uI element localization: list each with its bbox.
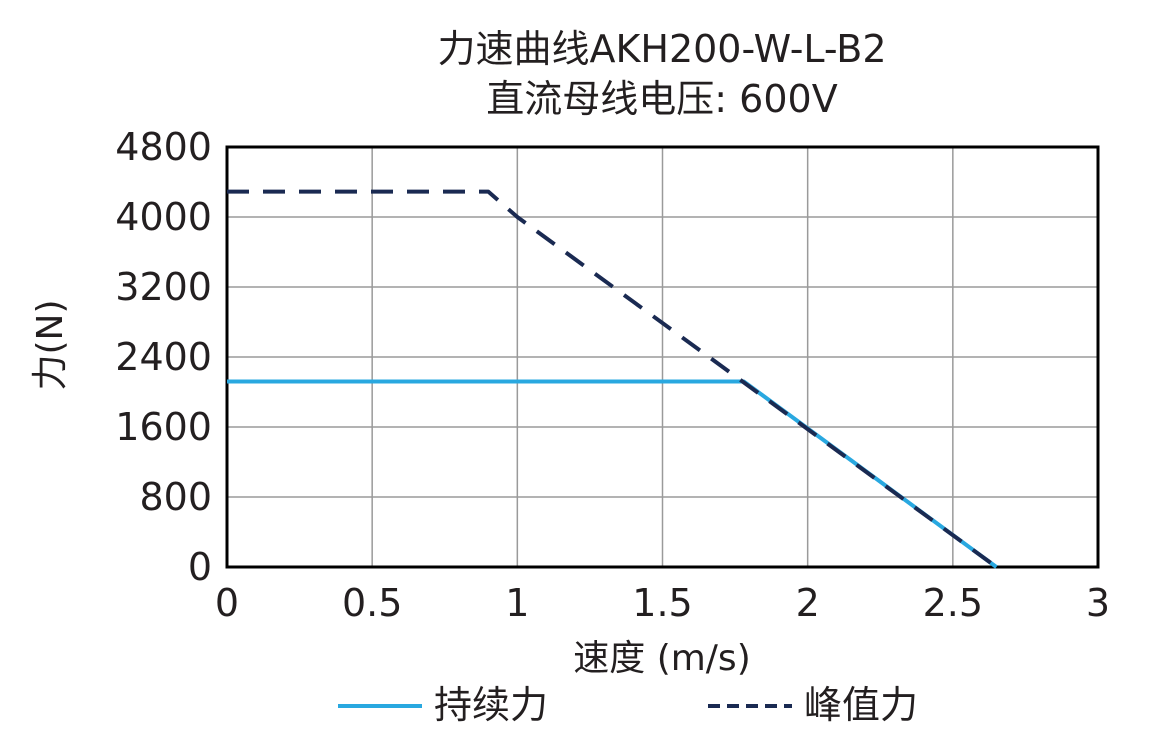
x-tick-label: 2.5 <box>923 581 983 625</box>
series-line-continuous-force <box>227 379 998 569</box>
y-tick-label: 1600 <box>115 405 212 449</box>
y-axis-label: 力(N) <box>30 299 71 390</box>
x-tick-label: 1.5 <box>632 581 692 625</box>
x-tick-label: 1 <box>505 581 529 625</box>
legend-label-peak-force: 峰值力 <box>804 683 918 727</box>
x-tick-label: 0.5 <box>342 581 402 625</box>
y-axis-ticks: 0 800 1600 2400 3200 4000 4800 <box>115 125 212 589</box>
y-tick-label: 800 <box>139 475 212 519</box>
x-tick-label: 3 <box>1086 581 1110 625</box>
y-tick-label: 0 <box>188 545 212 589</box>
chart-title: 力速曲线AKH200-W-L-B2 <box>437 27 886 71</box>
y-tick-label: 4800 <box>115 125 212 169</box>
y-tick-label: 3200 <box>115 265 212 309</box>
y-tick-label: 4000 <box>115 195 212 239</box>
x-axis-ticks: 0 0.5 1 1.5 2 2.5 3 <box>215 581 1110 625</box>
series-line-peak-force <box>227 189 998 569</box>
y-tick-label: 2400 <box>115 335 212 379</box>
legend-label-continuous-force: 持续力 <box>434 683 548 727</box>
series-layer <box>227 189 998 569</box>
x-tick-label: 0 <box>215 581 239 625</box>
x-tick-label: 2 <box>796 581 820 625</box>
chart-subtitle: 直流母线电压: 600V <box>486 77 837 121</box>
plot-area-frame <box>225 145 1100 569</box>
x-axis-label: 速度 (m/s) <box>573 638 751 679</box>
grid-lines <box>226 146 1099 568</box>
legend: 持续力 峰值力 <box>338 683 918 727</box>
